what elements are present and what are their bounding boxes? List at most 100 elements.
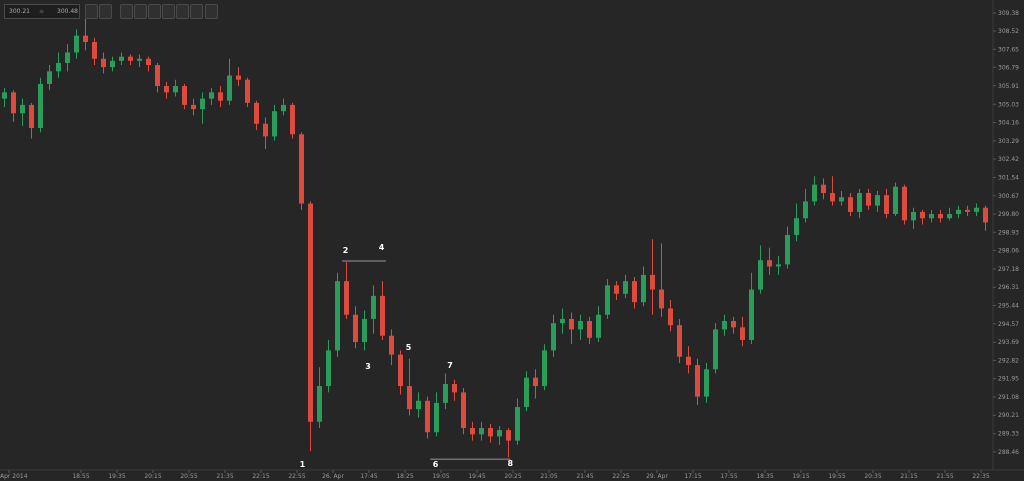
candle-body — [83, 35, 88, 42]
candle-body — [749, 289, 754, 340]
range-icon: ≡ — [39, 8, 45, 15]
x-tick-label: 26. Apr — [322, 473, 344, 480]
x-tick-label: 21:55 — [936, 473, 953, 480]
candle-body — [92, 41, 97, 59]
x-tick-label: 25 Apr 2014 — [0, 473, 28, 480]
candle-body — [650, 274, 655, 290]
candle-body — [911, 211, 916, 221]
candle-body — [794, 218, 799, 235]
candle-body — [344, 281, 349, 315]
candle-body — [947, 214, 952, 219]
x-tick-label: 20:15 — [144, 473, 161, 480]
candle-body — [38, 83, 43, 128]
candle-body — [209, 92, 214, 99]
candle-body — [569, 318, 574, 330]
annotation: 8 — [508, 459, 514, 468]
candle-body — [389, 335, 394, 355]
candle-body — [605, 285, 610, 315]
candle-body — [272, 111, 277, 137]
candle-body — [551, 323, 556, 351]
candle-body — [353, 314, 358, 343]
y-tick-label: 294.57 — [998, 321, 1019, 328]
y-tick-label: 291.08 — [998, 394, 1019, 401]
x-tick-label: 22:25 — [612, 473, 629, 480]
candle-body — [929, 214, 934, 219]
x-tick-label: 29. Apr — [646, 473, 668, 480]
y-tick-label: 299.80 — [998, 211, 1019, 218]
candle-body — [434, 402, 439, 433]
candle-body — [839, 197, 844, 202]
range-from: 300.21 — [9, 8, 30, 15]
x-tick-label: 22:35 — [972, 473, 989, 480]
candle-body — [722, 321, 727, 330]
tool-button[interactable] — [148, 4, 161, 19]
candle-body — [74, 35, 79, 53]
candle-body — [803, 201, 808, 219]
annotation: 1 — [300, 460, 306, 469]
candle-body — [938, 214, 943, 219]
candle-body — [812, 184, 817, 202]
zoom-out-button[interactable] — [99, 4, 112, 19]
tool-button[interactable] — [162, 4, 175, 19]
candle-body — [641, 274, 646, 303]
candle-body — [614, 285, 619, 294]
candle-body — [506, 430, 511, 441]
y-tick-label: 290.21 — [998, 412, 1019, 419]
candle-body — [740, 327, 745, 340]
range-to: 300.48 — [57, 8, 78, 15]
candle-body — [146, 58, 151, 66]
candle-body — [785, 235, 790, 265]
y-tick-label: 302.42 — [998, 156, 1019, 163]
y-tick-label: 306.79 — [998, 64, 1019, 71]
tool-button[interactable] — [190, 4, 203, 19]
candle-body — [119, 56, 124, 61]
y-tick-label: 308.52 — [998, 28, 1019, 35]
candle-body — [371, 295, 376, 319]
y-tick-label: 300.67 — [998, 193, 1019, 200]
candle-body — [821, 184, 826, 194]
x-tick-label: 18:25 — [396, 473, 413, 480]
candle-body — [686, 356, 691, 366]
candle-body — [425, 400, 430, 433]
y-tick-label: 293.69 — [998, 339, 1019, 346]
candle-body — [29, 104, 34, 128]
x-tick-label: 18:35 — [756, 473, 773, 480]
candle-body — [164, 86, 169, 93]
y-tick-label: 288.46 — [998, 449, 1019, 456]
annotation: 4 — [379, 243, 385, 252]
candle-body — [200, 98, 205, 110]
y-tick-label: 298.93 — [998, 229, 1019, 236]
candle-body — [254, 102, 259, 124]
tool-button[interactable] — [176, 4, 189, 19]
candle-body — [416, 400, 421, 410]
y-tick-label: 305.91 — [998, 83, 1019, 90]
candle-body — [623, 281, 628, 294]
tool-button[interactable] — [134, 4, 147, 19]
candle-body — [281, 104, 286, 112]
candle-body — [470, 428, 475, 435]
candle-body — [317, 386, 322, 422]
tool-button[interactable] — [205, 4, 218, 19]
candle-body — [20, 104, 25, 114]
candle-body — [443, 383, 448, 403]
candle-body — [515, 407, 520, 441]
tool-button[interactable] — [120, 4, 133, 19]
candle-body — [155, 65, 160, 87]
annotation: 3 — [365, 362, 371, 371]
candle-body — [983, 207, 988, 223]
x-tick-label: 19:15 — [792, 473, 809, 480]
candle-body — [767, 260, 772, 267]
x-tick-label: 18:55 — [72, 473, 89, 480]
candle-body — [461, 392, 466, 429]
x-tick-label: 17:45 — [360, 473, 377, 480]
candle-body — [875, 195, 880, 206]
candle-body — [524, 377, 529, 408]
y-tick-label: 303.29 — [998, 138, 1019, 145]
candle-body — [65, 52, 70, 63]
zoom-in-button[interactable] — [85, 4, 98, 19]
x-tick-label: 21:35 — [216, 473, 233, 480]
candle-body — [884, 195, 889, 215]
range-input[interactable]: 300.21 ≡ 300.48 — [4, 4, 80, 19]
candle-body — [137, 58, 142, 61]
